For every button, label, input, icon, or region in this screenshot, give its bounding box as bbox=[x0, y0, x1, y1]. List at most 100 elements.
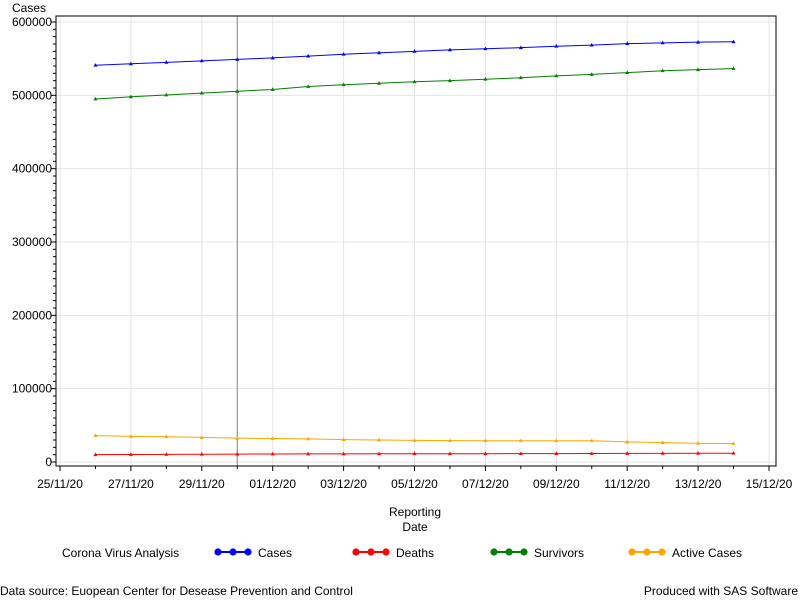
legend-swatch-marker bbox=[214, 548, 222, 556]
grid-lines bbox=[56, 16, 776, 466]
data-point-cases bbox=[731, 39, 736, 44]
legend-item-survivors: Survivors bbox=[490, 546, 584, 560]
data-point-survivors bbox=[589, 72, 594, 76]
data-point-deaths bbox=[377, 451, 382, 456]
series-layer bbox=[93, 39, 736, 457]
data-point-survivors bbox=[696, 67, 701, 72]
data-point-deaths bbox=[518, 451, 523, 456]
data-point-cases bbox=[660, 40, 665, 45]
data-point-deaths bbox=[731, 451, 736, 455]
data-point-cases bbox=[199, 58, 204, 63]
legend-swatch-marker bbox=[244, 548, 252, 556]
x-tick-label: 25/11/20 bbox=[37, 477, 83, 491]
legend-swatch-marker bbox=[367, 548, 375, 556]
data-point-cases bbox=[341, 52, 346, 56]
data-point-survivors bbox=[341, 82, 346, 87]
y-tick-label: 400000 bbox=[12, 162, 52, 176]
x-tick-label: 07/12/20 bbox=[462, 477, 509, 491]
y-tick-label: 0 bbox=[45, 455, 52, 469]
x-tick-label: 01/12/20 bbox=[249, 477, 296, 491]
y-axis-title: Cases bbox=[12, 1, 46, 15]
data-point-cases bbox=[412, 49, 417, 53]
legend-swatch-marker bbox=[229, 548, 237, 556]
data-point-active-cases bbox=[128, 434, 133, 438]
x-axis-title-line1: Reporting bbox=[389, 505, 441, 519]
data-point-active-cases bbox=[554, 438, 559, 443]
data-point-active-cases bbox=[660, 440, 665, 444]
legend: Corona Virus Analysis Cases Deaths Survivo… bbox=[62, 546, 742, 560]
data-point-cases bbox=[306, 53, 311, 58]
data-point-active-cases bbox=[306, 436, 311, 441]
data-point-active-cases bbox=[412, 438, 417, 442]
data-point-deaths bbox=[235, 451, 240, 456]
legend-swatch-marker bbox=[520, 548, 528, 556]
legend-item-deaths: Deaths bbox=[352, 546, 434, 560]
data-point-survivors bbox=[199, 90, 204, 95]
plot-frame bbox=[55, 15, 777, 467]
legend-swatch-marker bbox=[658, 548, 666, 556]
legend-swatch-marker bbox=[643, 548, 651, 556]
data-point-deaths bbox=[270, 451, 275, 456]
data-point-active-cases bbox=[199, 435, 204, 439]
data-source-note: Data source: Euopean Center for Desease … bbox=[0, 584, 353, 598]
data-point-survivors bbox=[306, 84, 311, 88]
data-point-cases bbox=[164, 60, 169, 64]
y-tick-label: 600000 bbox=[12, 15, 52, 29]
data-point-deaths bbox=[447, 451, 452, 456]
legend-item-active-cases: Active Cases bbox=[628, 546, 742, 560]
data-point-cases bbox=[93, 63, 98, 67]
x-tick-label: 13/12/20 bbox=[675, 477, 722, 491]
x-tick-label: 09/12/20 bbox=[533, 477, 580, 491]
legend-label: Survivors bbox=[534, 546, 584, 560]
x-tick-label: 29/11/20 bbox=[179, 477, 225, 491]
data-point-active-cases bbox=[164, 434, 169, 439]
data-point-deaths bbox=[412, 451, 417, 456]
data-point-deaths bbox=[93, 452, 98, 457]
data-point-survivors bbox=[483, 77, 488, 81]
data-point-cases bbox=[447, 47, 452, 52]
x-tick-label: 15/12/20 bbox=[746, 477, 793, 491]
data-point-active-cases bbox=[731, 441, 736, 446]
data-point-cases bbox=[377, 50, 382, 55]
data-point-survivors bbox=[660, 68, 665, 73]
legend-swatch-marker bbox=[352, 548, 360, 556]
y-tick-label: 100000 bbox=[12, 382, 52, 396]
legend-label: Active Cases bbox=[672, 546, 742, 560]
data-point-active-cases bbox=[625, 439, 630, 444]
produced-by-note: Produced with SAS Software bbox=[643, 584, 798, 598]
data-point-deaths bbox=[625, 451, 630, 455]
data-point-deaths bbox=[696, 451, 701, 455]
data-point-survivors bbox=[625, 70, 630, 74]
data-point-deaths bbox=[589, 451, 594, 455]
data-point-deaths bbox=[164, 452, 169, 456]
x-tick-label: 11/12/20 bbox=[604, 477, 650, 491]
x-tick-label: 05/12/20 bbox=[391, 477, 438, 491]
data-point-survivors bbox=[93, 96, 98, 101]
legend-swatch-marker bbox=[490, 548, 498, 556]
data-point-deaths bbox=[306, 451, 311, 456]
data-point-cases bbox=[235, 57, 240, 61]
y-tick-label: 300000 bbox=[12, 235, 52, 249]
data-point-active-cases bbox=[270, 436, 275, 440]
y-tick-label: 200000 bbox=[12, 308, 52, 322]
data-point-active-cases bbox=[93, 433, 98, 437]
data-point-survivors bbox=[554, 73, 559, 78]
legend-swatch-marker bbox=[628, 548, 636, 556]
data-point-active-cases bbox=[235, 435, 240, 440]
data-point-survivors bbox=[128, 94, 133, 99]
data-point-active-cases bbox=[483, 438, 488, 443]
y-tick-label: 500000 bbox=[12, 88, 52, 102]
data-point-survivors bbox=[270, 87, 275, 91]
x-axis-title-line2: Date bbox=[402, 520, 428, 534]
data-point-active-cases bbox=[589, 438, 594, 443]
data-point-deaths bbox=[660, 451, 665, 455]
data-point-survivors bbox=[731, 66, 736, 70]
data-point-cases bbox=[270, 55, 275, 60]
x-tick-label: 27/11/20 bbox=[108, 477, 154, 491]
data-point-survivors bbox=[377, 81, 382, 85]
data-point-cases bbox=[518, 45, 523, 50]
data-point-active-cases bbox=[341, 437, 346, 442]
data-point-survivors bbox=[412, 79, 417, 84]
y-axis: 0 100000 200000 300000 400000 500000 600000 bbox=[12, 15, 56, 469]
